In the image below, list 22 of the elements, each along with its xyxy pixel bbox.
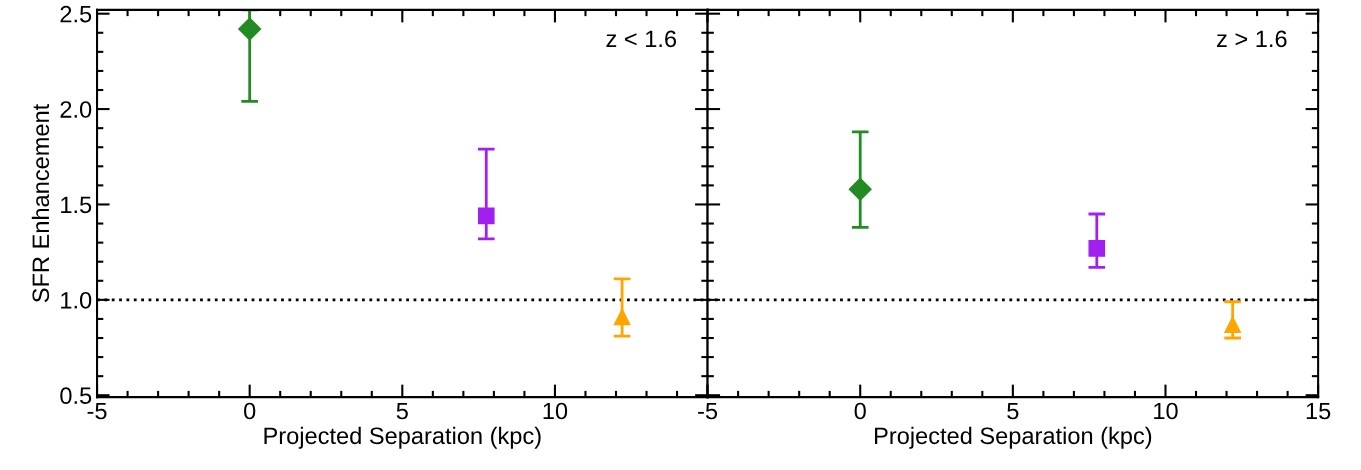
annotation: z < 1.6	[606, 30, 677, 48]
x-tick-label: -5	[698, 402, 718, 420]
y-axis-title: SFR Enhancement	[31, 103, 50, 303]
x-tick-label: 0	[244, 402, 256, 420]
y-tick-label: 2.0	[60, 101, 92, 118]
point	[613, 308, 631, 326]
point	[238, 17, 262, 41]
x-tick-label: 5	[1007, 402, 1019, 420]
x-tick-label: -5	[87, 402, 107, 420]
x-tick-label: 10	[543, 402, 568, 420]
x-axis-title: Projected Separation (kpc)	[264, 426, 541, 449]
point	[477, 207, 495, 225]
x-tick-label: 0	[854, 402, 866, 420]
x-tick-label: 10	[1154, 402, 1178, 420]
y-tick-label: 1.5	[61, 196, 92, 214]
x-axis-title: Projected Separation (kpc)	[875, 426, 1152, 449]
y-tick-label: 1.0	[61, 291, 92, 309]
x-tick-label: 15	[1306, 402, 1331, 420]
y-tick-label: 2.5	[60, 5, 92, 23]
annotation: z > 1.6	[1217, 30, 1287, 48]
y-tick-label: 0.5	[60, 387, 92, 405]
x-tick-label: 5	[396, 402, 408, 420]
